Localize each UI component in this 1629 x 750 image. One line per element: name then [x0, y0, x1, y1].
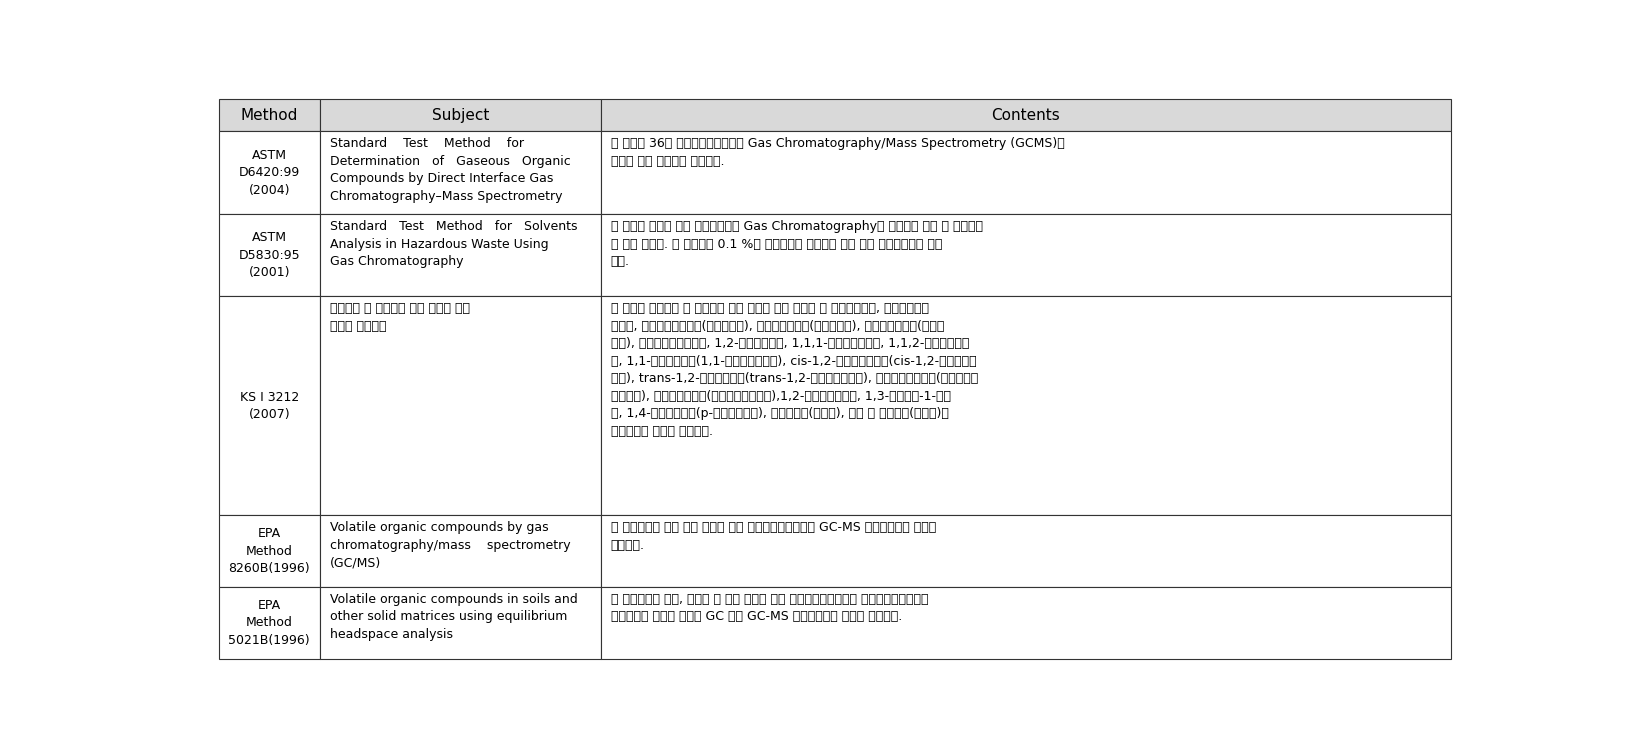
Bar	[319, 296, 601, 515]
Bar	[601, 587, 1451, 658]
Text: Volatile organic compounds in soils and
other solid matrices using equilibrium
h: Volatile organic compounds in soils and …	[331, 592, 578, 640]
Bar	[218, 131, 319, 214]
Bar	[601, 99, 1451, 131]
Bar	[319, 214, 601, 296]
Bar	[601, 515, 1451, 587]
Bar	[218, 296, 319, 515]
Text: ASTM
D6420:99
(2004): ASTM D6420:99 (2004)	[239, 149, 300, 197]
Bar	[601, 214, 1451, 296]
Bar	[601, 296, 1451, 515]
Text: Subject: Subject	[432, 107, 489, 122]
Text: ASTM
D5830:95
(2001): ASTM D5830:95 (2001)	[238, 232, 300, 280]
Text: Standard   Test   Method   for   Solvents
Analysis in Hazardous Waste Using
Gas : Standard Test Method for Solvents Analys…	[331, 220, 577, 268]
Bar	[218, 515, 319, 587]
Bar	[218, 214, 319, 296]
Bar	[319, 131, 601, 214]
Bar	[601, 131, 1451, 214]
Text: 이 시험방법은 토양, 퇴적물 및 고체 폐기물 중에 휘발성유기화합물의 헤드스페이스법으로
전처리하는 방법에 관하며 GC 또는 GC-MS 동시분석법에: 이 시험방법은 토양, 퇴적물 및 고체 폐기물 중에 휘발성유기화합물의 헤드…	[611, 592, 929, 623]
Text: 이 규정은 36개 휘발성유기화합물을 Gas Chromatography/Mass Spectrometry (GCMS)를
사용한 정성 정량하는 방법이: 이 규정은 36개 휘발성유기화합물을 Gas Chromatography/M…	[611, 137, 1065, 168]
Text: 이 시험방법은 여러 환경 폐기물 중에 휘발성유기화합물의 GC-MS 동시분석법에 대하여
규정한다.: 이 시험방법은 여러 환경 폐기물 중에 휘발성유기화합물의 GC-MS 동시분…	[611, 521, 937, 551]
Text: 이 규격은 공업용수 및 공장폐수 중의 휘발성 유기 화합물 중 디클로로메탄, 디브로모클로
로메탄, 테트라클로로메탄(사염화탄소), 트리클로로메탄(클: 이 규격은 공업용수 및 공장폐수 중의 휘발성 유기 화합물 중 디클로로메탄…	[611, 302, 977, 437]
Text: EPA
Method
8260B(1996): EPA Method 8260B(1996)	[228, 527, 310, 575]
Text: Standard    Test    Method    for
Determination   of   Gaseous   Organic
Compoun: Standard Test Method for Determination o…	[331, 137, 570, 202]
Text: 공업용수 및 공장폐수 중의 휘발성 유기
화합물 시험방법: 공업용수 및 공장폐수 중의 휘발성 유기 화합물 시험방법	[331, 302, 469, 332]
Text: Volatile organic compounds by gas
chromatography/mass    spectrometry
(GC/MS): Volatile organic compounds by gas chroma…	[331, 521, 570, 569]
Bar	[319, 587, 601, 658]
Text: Method: Method	[241, 107, 298, 122]
Text: Contents: Contents	[992, 107, 1060, 122]
Bar	[319, 515, 601, 587]
Text: KS I 3212
(2007): KS I 3212 (2007)	[239, 391, 298, 421]
Bar	[218, 587, 319, 658]
Bar	[218, 99, 319, 131]
Text: 이 규정은 폐기물 중에 용매성분들의 Gas Chromatography를 사용하여 정성 및 정량분석
에 관한 것이다. 이 시험법은 0.1 %의 보: 이 규정은 폐기물 중에 용매성분들의 Gas Chromatography를 …	[611, 220, 982, 268]
Bar	[319, 99, 601, 131]
Text: EPA
Method
5021B(1996): EPA Method 5021B(1996)	[228, 599, 310, 647]
